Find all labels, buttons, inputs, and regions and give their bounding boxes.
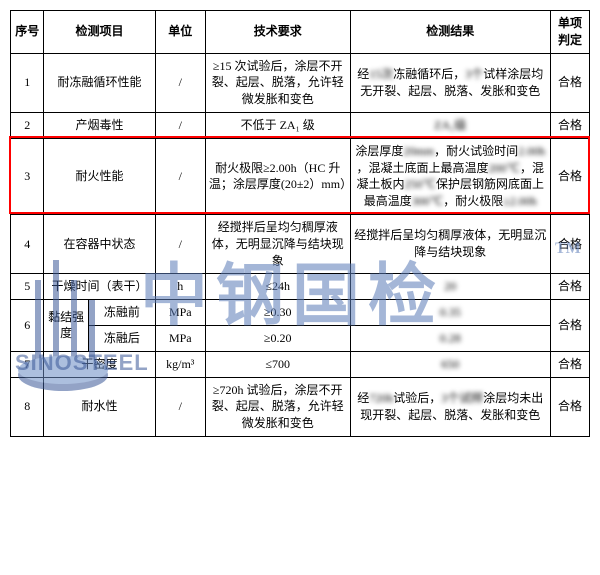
table-row: 6 黏结强度 冻融前 MPa ≥0.30 0.35 合格: [11, 300, 590, 326]
header-item: 检测项目: [44, 11, 155, 54]
table-row: 8 耐水性 / ≥720h 试验后，涂层不开裂、起层、脱落，允许轻微发胀和变色 …: [11, 377, 590, 436]
header-tech: 技术要求: [205, 11, 350, 54]
table-row: 5 干燥时间（表干） h ≤24h 20 合格: [11, 274, 590, 300]
header-result: 检测结果: [350, 11, 550, 54]
table-row: 1 耐冻融循环性能 / ≥15 次试验后，涂层不开裂、起层、脱落，允许轻微发胀和…: [11, 53, 590, 112]
header-seq: 序号: [11, 11, 44, 54]
table-row: 冻融后 MPa ≥0.20 0.28: [11, 325, 590, 351]
header-row: 序号 检测项目 单位 技术要求 检测结果 单项判定: [11, 11, 590, 54]
header-judge: 单项判定: [550, 11, 589, 54]
table-row: 4 在容器中状态 / 经搅拌后呈均匀稠厚液体，无明显沉降与结块现象 经搅拌后呈均…: [11, 214, 590, 273]
table-row: 7 干密度 kg/m³ ≤700 650 合格: [11, 351, 590, 377]
table-row: 2 产烟毒性 / 不低于 ZA₁ 级 ZA₁级 合格: [11, 112, 590, 138]
header-unit: 单位: [155, 11, 205, 54]
test-report-table: 序号 检测项目 单位 技术要求 检测结果 单项判定 1 耐冻融循环性能 / ≥1…: [10, 10, 590, 437]
table-row-highlighted: 3 耐火性能 / 耐火极限≥2.00h（HC 升温；涂层厚度(20±2）mm） …: [11, 138, 590, 214]
